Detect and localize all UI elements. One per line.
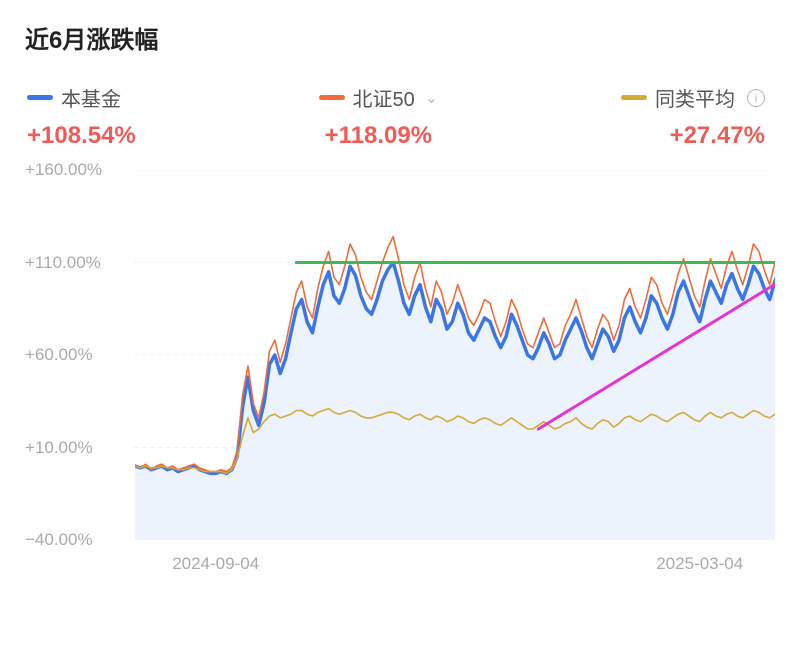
legend-value-index: +118.09%: [325, 122, 432, 150]
x-tick-label: 2024-09-04: [172, 554, 259, 574]
legend-swatch-peer: [621, 95, 647, 100]
info-icon[interactable]: i: [747, 89, 765, 107]
y-tick-label: −40.00%: [25, 530, 93, 550]
legend-value-fund: +108.54%: [27, 122, 136, 150]
y-tick-label: +160.00%: [25, 160, 102, 180]
y-tick-label: +60.00%: [25, 345, 93, 365]
legend-item-peer: 同类平均 i +27.47%: [621, 83, 765, 150]
legend-item-fund: 本基金 +108.54%: [27, 83, 136, 150]
x-tick-label: 2025-03-04: [656, 554, 743, 574]
legend-swatch-fund: [27, 95, 53, 100]
line-chart: [135, 170, 775, 540]
y-tick-label: +110.00%: [25, 253, 101, 273]
chart-area: −40.00%+10.00%+60.00%+110.00%+160.00% 20…: [25, 170, 773, 580]
legend-value-peer: +27.47%: [670, 122, 765, 150]
legend-item-index[interactable]: 北证50 ⌄ +118.09%: [319, 83, 439, 150]
chevron-down-icon[interactable]: ⌄: [425, 88, 438, 108]
legend: 本基金 +108.54% 北证50 ⌄ +118.09% 同类平均 i +27.…: [25, 83, 773, 150]
legend-label-peer: 同类平均: [655, 83, 735, 112]
legend-label-fund: 本基金: [61, 83, 121, 112]
chart-title: 近6月涨跌幅: [25, 20, 773, 55]
legend-swatch-index: [319, 95, 345, 100]
legend-label-index: 北证50: [353, 83, 415, 112]
y-tick-label: +10.00%: [25, 438, 93, 458]
